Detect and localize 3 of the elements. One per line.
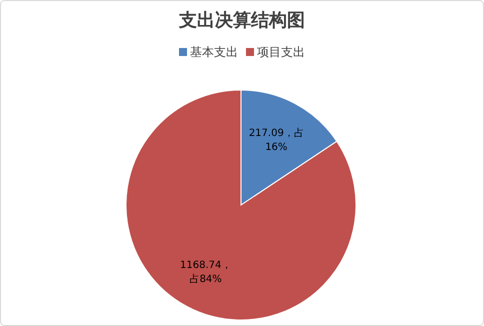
title: 支出决算结构图 — [179, 10, 305, 31]
legend-label: 项目支出 — [257, 45, 305, 59]
legend-label: 基本支出 — [190, 45, 238, 59]
